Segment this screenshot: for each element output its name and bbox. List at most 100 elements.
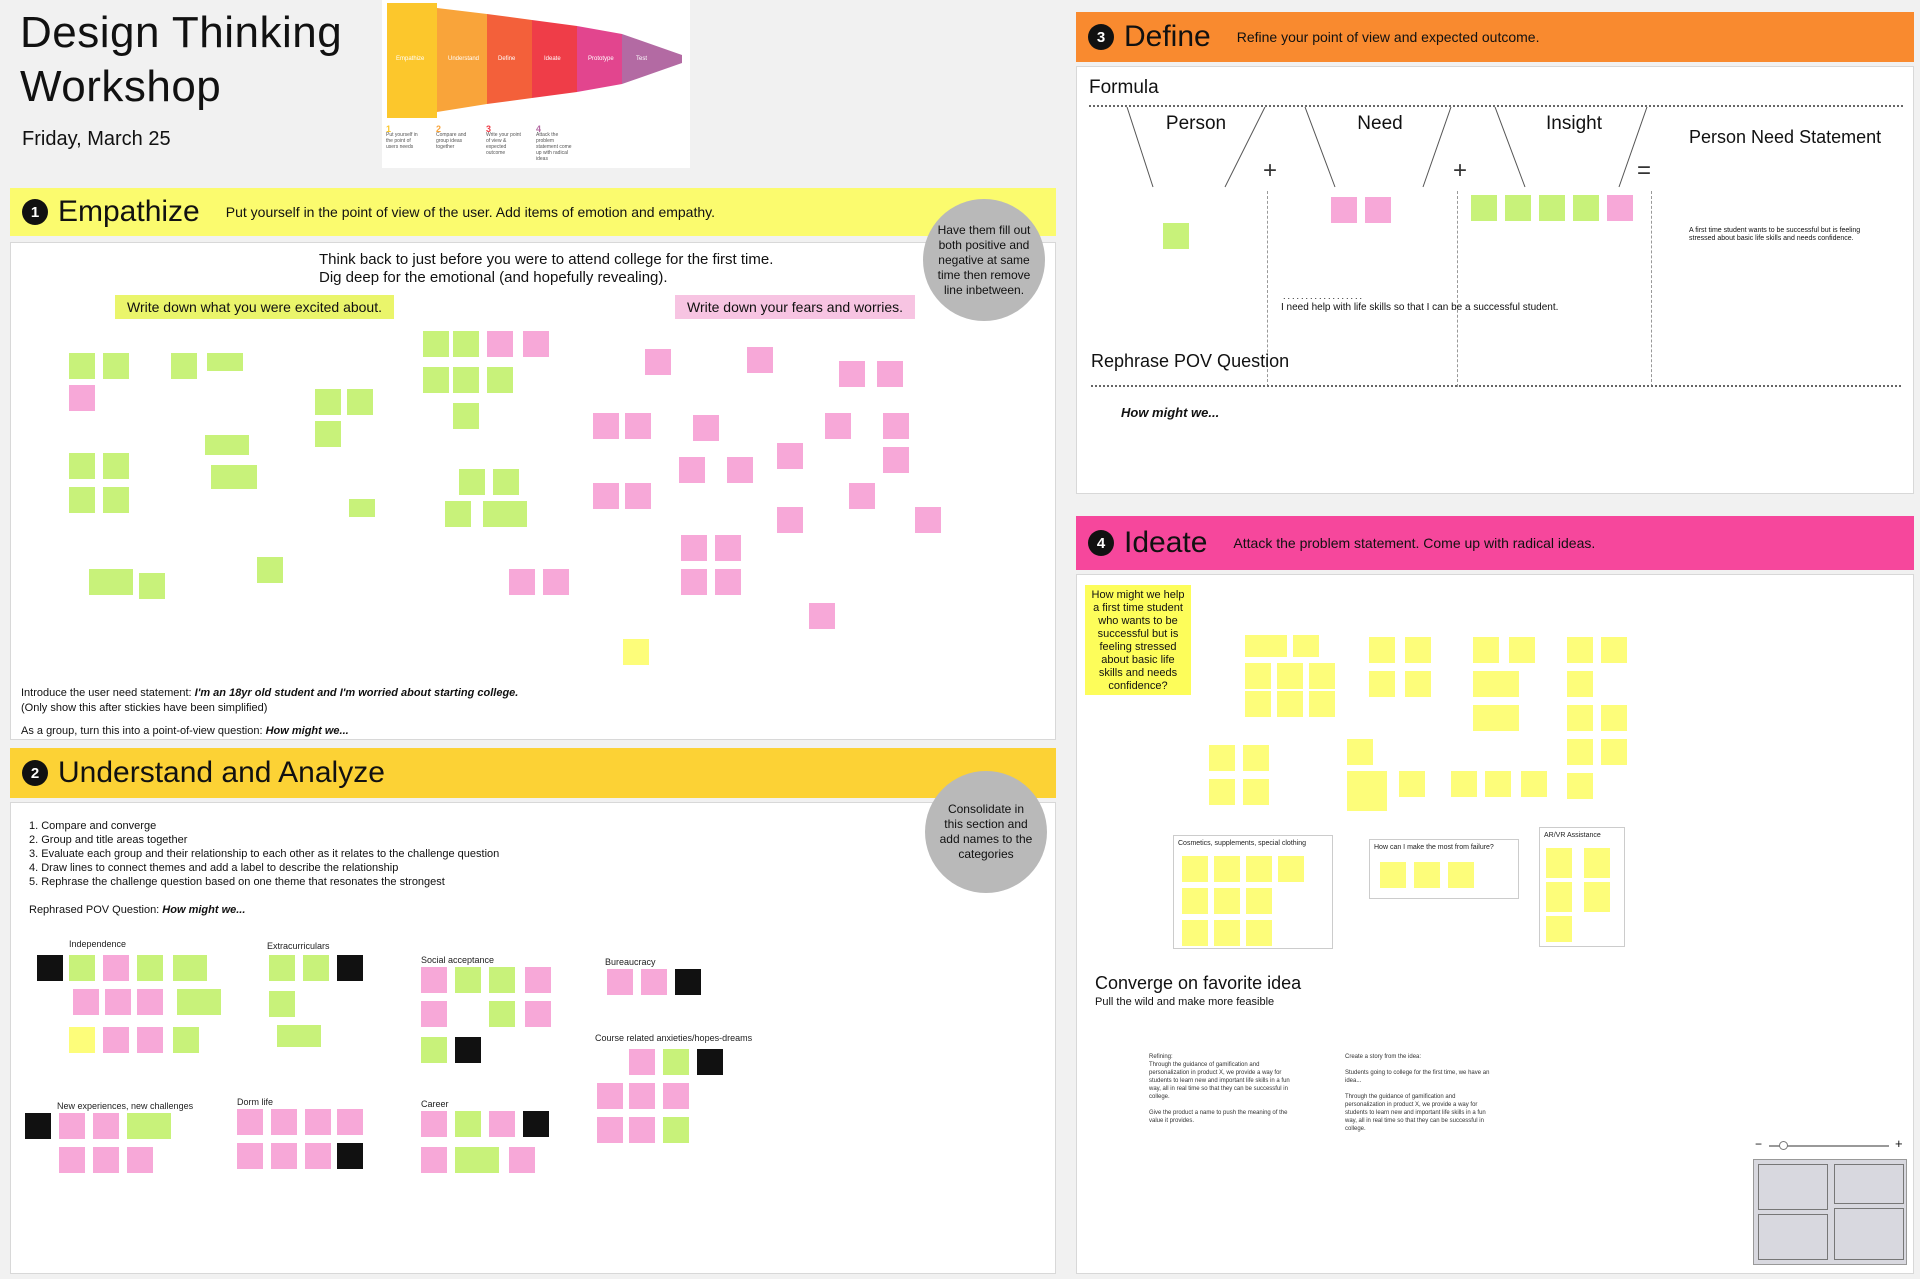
sticky-note[interactable] bbox=[1505, 195, 1531, 221]
sticky-note[interactable] bbox=[269, 991, 295, 1017]
sticky-note[interactable] bbox=[679, 457, 705, 483]
sticky-note[interactable] bbox=[1584, 848, 1610, 878]
sticky-note[interactable] bbox=[445, 501, 471, 527]
sticky-note[interactable] bbox=[1399, 771, 1425, 797]
zoom-in-button[interactable]: + bbox=[1895, 1136, 1903, 1151]
sticky-note[interactable] bbox=[455, 967, 481, 993]
sticky-note[interactable] bbox=[1471, 195, 1497, 221]
ideate-question-sticky[interactable]: How might we help a first time student w… bbox=[1085, 585, 1191, 695]
sticky-note[interactable] bbox=[37, 955, 63, 981]
sticky-note[interactable] bbox=[1278, 856, 1304, 882]
sticky-note[interactable] bbox=[459, 469, 485, 495]
sticky-note[interactable] bbox=[1245, 691, 1271, 717]
sticky-note[interactable] bbox=[839, 361, 865, 387]
sticky-note[interactable] bbox=[453, 403, 479, 429]
sticky-note[interactable] bbox=[1405, 637, 1431, 663]
board-minimap[interactable] bbox=[1753, 1159, 1907, 1265]
sticky-note[interactable] bbox=[1293, 635, 1319, 657]
sticky-note[interactable] bbox=[1245, 635, 1287, 657]
sticky-note[interactable] bbox=[1347, 771, 1387, 811]
sticky-note[interactable] bbox=[1214, 856, 1240, 882]
sticky-note[interactable] bbox=[337, 955, 363, 981]
sticky-note[interactable] bbox=[269, 955, 295, 981]
sticky-note[interactable] bbox=[1246, 920, 1272, 946]
sticky-note[interactable] bbox=[777, 443, 803, 469]
sticky-note[interactable] bbox=[1277, 663, 1303, 689]
sticky-note[interactable] bbox=[349, 499, 375, 517]
sticky-note[interactable] bbox=[727, 457, 753, 483]
sticky-note[interactable] bbox=[663, 1049, 689, 1075]
sticky-note[interactable] bbox=[1601, 705, 1627, 731]
sticky-note[interactable] bbox=[277, 1025, 321, 1047]
sticky-note[interactable] bbox=[1214, 888, 1240, 914]
sticky-note[interactable] bbox=[421, 1147, 447, 1173]
sticky-note[interactable] bbox=[629, 1117, 655, 1143]
sticky-note[interactable] bbox=[1405, 671, 1431, 697]
sticky-note[interactable] bbox=[1601, 739, 1627, 765]
sticky-note[interactable] bbox=[337, 1143, 363, 1169]
sticky-note[interactable] bbox=[1485, 771, 1511, 797]
sticky-note[interactable] bbox=[25, 1113, 51, 1139]
sticky-note[interactable] bbox=[103, 955, 129, 981]
sticky-note[interactable] bbox=[1546, 882, 1572, 912]
sticky-note[interactable] bbox=[1473, 705, 1519, 731]
sticky-note[interactable] bbox=[1607, 195, 1633, 221]
sticky-note[interactable] bbox=[421, 967, 447, 993]
sticky-note[interactable] bbox=[423, 331, 449, 357]
sticky-note[interactable] bbox=[1448, 862, 1474, 888]
sticky-note[interactable] bbox=[211, 465, 257, 489]
sticky-note[interactable] bbox=[543, 569, 569, 595]
sticky-note[interactable] bbox=[693, 415, 719, 441]
sticky-note[interactable] bbox=[1182, 888, 1208, 914]
sticky-note[interactable] bbox=[1369, 671, 1395, 697]
sticky-note[interactable] bbox=[1309, 663, 1335, 689]
sticky-note[interactable] bbox=[171, 353, 197, 379]
sticky-note[interactable] bbox=[489, 1001, 515, 1027]
zoom-slider-track[interactable] bbox=[1769, 1145, 1889, 1147]
sticky-note[interactable] bbox=[597, 1117, 623, 1143]
sticky-note[interactable] bbox=[883, 413, 909, 439]
sticky-note[interactable] bbox=[127, 1147, 153, 1173]
sticky-note[interactable] bbox=[1309, 691, 1335, 717]
sticky-note[interactable] bbox=[715, 569, 741, 595]
sticky-note[interactable] bbox=[69, 955, 95, 981]
sticky-note[interactable] bbox=[825, 413, 851, 439]
sticky-note[interactable] bbox=[663, 1117, 689, 1143]
sticky-note[interactable] bbox=[525, 967, 551, 993]
sticky-note[interactable] bbox=[69, 1027, 95, 1053]
sticky-note[interactable] bbox=[1567, 705, 1593, 731]
sticky-note[interactable] bbox=[1567, 671, 1593, 697]
sticky-note[interactable] bbox=[173, 1027, 199, 1053]
sticky-note[interactable] bbox=[697, 1049, 723, 1075]
sticky-note[interactable] bbox=[139, 573, 165, 599]
sticky-note[interactable] bbox=[207, 353, 243, 371]
sticky-note[interactable] bbox=[487, 367, 513, 393]
sticky-note[interactable] bbox=[915, 507, 941, 533]
sticky-note[interactable] bbox=[103, 353, 129, 379]
sticky-note[interactable] bbox=[93, 1113, 119, 1139]
sticky-note[interactable] bbox=[1601, 637, 1627, 663]
sticky-note[interactable] bbox=[1567, 739, 1593, 765]
sticky-note[interactable] bbox=[59, 1147, 85, 1173]
sticky-note[interactable] bbox=[489, 967, 515, 993]
sticky-note[interactable] bbox=[93, 1147, 119, 1173]
sticky-note[interactable] bbox=[105, 989, 131, 1015]
sticky-note[interactable] bbox=[675, 969, 701, 995]
sticky-note[interactable] bbox=[1365, 197, 1391, 223]
sticky-note[interactable] bbox=[1539, 195, 1565, 221]
sticky-note[interactable] bbox=[137, 989, 163, 1015]
sticky-note[interactable] bbox=[593, 483, 619, 509]
sticky-note[interactable] bbox=[1214, 920, 1240, 946]
sticky-note[interactable] bbox=[523, 331, 549, 357]
sticky-note[interactable] bbox=[1573, 195, 1599, 221]
sticky-note[interactable] bbox=[1546, 916, 1572, 942]
sticky-note[interactable] bbox=[625, 483, 651, 509]
sticky-note[interactable] bbox=[1584, 882, 1610, 912]
sticky-note[interactable] bbox=[663, 1083, 689, 1109]
zoom-out-button[interactable]: − bbox=[1755, 1137, 1763, 1151]
sticky-note[interactable] bbox=[629, 1049, 655, 1075]
sticky-note[interactable] bbox=[177, 989, 221, 1015]
sticky-note[interactable] bbox=[453, 331, 479, 357]
zoom-slider-handle[interactable] bbox=[1779, 1141, 1788, 1150]
sticky-note[interactable] bbox=[1209, 745, 1235, 771]
